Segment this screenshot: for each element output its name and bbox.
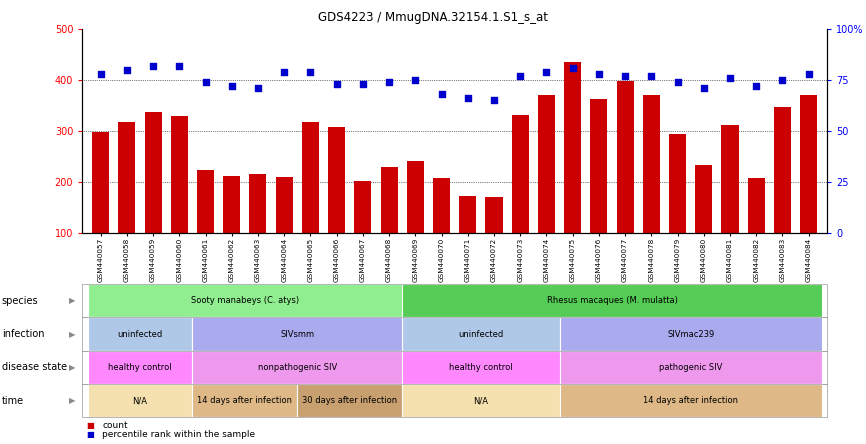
Bar [747,178,765,233]
Point [198,79,212,86]
Bar [643,95,660,233]
Point [120,66,133,73]
Point [487,97,501,104]
Point [94,70,107,77]
Text: 14 days after infection: 14 days after infection [197,396,293,405]
Bar [145,111,162,233]
Bar [407,161,423,233]
Bar [171,115,188,233]
Point [251,84,265,91]
Point [356,80,370,87]
Bar [695,165,713,233]
Text: uninfected: uninfected [458,329,503,339]
Bar [721,125,739,233]
Text: healthy control: healthy control [108,363,171,372]
Point [409,76,423,83]
Bar [512,115,529,233]
Bar [354,181,372,233]
Bar [223,176,240,233]
Point [330,80,344,87]
Text: time: time [2,396,24,406]
Text: disease state: disease state [2,362,67,373]
Bar [538,95,555,233]
Bar [275,177,293,233]
Point [277,68,291,75]
Point [697,84,711,91]
Text: ▶: ▶ [68,396,75,405]
Bar [800,95,818,233]
Bar [459,196,476,233]
Bar [92,132,109,233]
Point [225,83,239,90]
Point [776,76,790,83]
Text: ▶: ▶ [68,363,75,372]
Text: infection: infection [2,329,44,339]
Bar [669,134,686,233]
Text: Sooty manabeys (C. atys): Sooty manabeys (C. atys) [191,296,299,305]
Bar [617,81,634,233]
Bar [249,174,267,233]
Text: ▶: ▶ [68,296,75,305]
Bar [433,178,450,233]
Point [540,68,553,75]
Text: 30 days after infection: 30 days after infection [302,396,397,405]
Text: percentile rank within the sample: percentile rank within the sample [102,430,255,440]
Text: ▶: ▶ [68,329,75,339]
Bar [486,197,502,233]
Point [146,62,160,69]
Point [461,95,475,102]
Point [670,79,684,86]
Bar [197,170,214,233]
Bar [380,167,397,233]
Text: healthy control: healthy control [449,363,513,372]
Point [644,72,658,79]
Bar [119,122,135,233]
Point [565,64,579,71]
Text: ■: ■ [87,430,94,440]
Point [723,74,737,81]
Point [618,72,632,79]
Bar [328,127,346,233]
Point [802,70,816,77]
Text: count: count [102,420,128,430]
Bar [564,62,581,233]
Text: SIVmac239: SIVmac239 [667,329,714,339]
Point [514,72,527,79]
Text: uninfected: uninfected [117,329,163,339]
Text: N/A: N/A [474,396,488,405]
Bar [302,122,319,233]
Point [382,79,396,86]
Point [435,91,449,98]
Text: species: species [2,296,38,306]
Text: nonpathogenic SIV: nonpathogenic SIV [258,363,337,372]
Bar [591,99,607,233]
Point [172,62,186,69]
Text: pathogenic SIV: pathogenic SIV [659,363,722,372]
Text: 14 days after infection: 14 days after infection [643,396,738,405]
Text: ■: ■ [87,420,94,430]
Text: SIVsmm: SIVsmm [281,329,314,339]
Text: N/A: N/A [132,396,147,405]
Point [749,83,763,90]
Point [592,70,606,77]
Bar [774,107,791,233]
Text: GDS4223 / MmugDNA.32154.1.S1_s_at: GDS4223 / MmugDNA.32154.1.S1_s_at [318,11,548,24]
Point [303,68,317,75]
Text: Rhesus macaques (M. mulatta): Rhesus macaques (M. mulatta) [546,296,677,305]
